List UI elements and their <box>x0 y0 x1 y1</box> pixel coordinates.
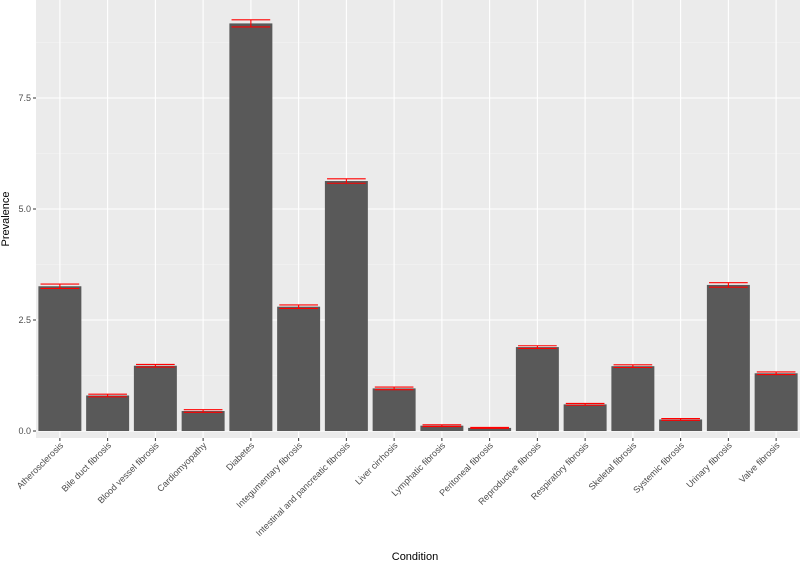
bar <box>563 404 607 431</box>
x-tick-label: Intestinal and pancreatic fibrosis <box>254 440 352 538</box>
bar <box>372 388 416 431</box>
error-bar <box>88 393 127 398</box>
bar <box>181 411 225 431</box>
error-bar <box>40 283 80 290</box>
bar <box>229 23 273 432</box>
error-bar <box>183 409 223 413</box>
bar <box>515 347 559 431</box>
bars <box>38 23 798 432</box>
x-tick-label: Bile duct fibrosis <box>60 440 114 494</box>
bar <box>277 306 321 431</box>
x-tick-label: Valve fibrosis <box>737 440 782 485</box>
x-tick-label: Cardiomyopathy <box>155 440 209 494</box>
error-bar <box>374 386 414 391</box>
error-bars <box>40 19 796 429</box>
error-bar <box>518 345 557 349</box>
bar <box>754 373 798 431</box>
error-bar <box>422 424 462 428</box>
x-tick-label: Liver cirrhosis <box>353 440 400 487</box>
error-bar <box>470 426 509 429</box>
error-bar <box>756 371 796 376</box>
y-tick-label: 7.5 <box>18 93 31 103</box>
error-bar <box>231 19 271 28</box>
bar <box>86 395 130 431</box>
plot-panel <box>36 0 800 438</box>
y-tick-label: 5.0 <box>18 204 31 214</box>
x-axis-title: Condition <box>392 551 438 563</box>
y-tick-label: 2.5 <box>18 315 31 325</box>
y-axis-title: Prevalence <box>0 191 12 246</box>
error-bar <box>565 402 605 406</box>
bar <box>133 365 177 431</box>
bar <box>706 284 750 431</box>
error-bar <box>279 304 318 310</box>
error-bar <box>136 363 175 368</box>
bar <box>324 181 368 431</box>
x-tick-label: Skeletal fibrosis <box>587 440 639 492</box>
x-tick-label: Systemic fibrosis <box>631 440 686 495</box>
bar <box>659 419 703 431</box>
x-tick-label: Urinary fibrosis <box>684 440 734 490</box>
bar <box>420 425 464 431</box>
error-bar <box>327 178 366 184</box>
bar <box>468 427 512 431</box>
y-tick-label: 0.0 <box>18 426 31 436</box>
bar <box>38 286 82 431</box>
error-bar <box>661 418 700 421</box>
x-tick-label: Atherosclerosis <box>15 440 66 491</box>
error-bar <box>613 364 653 369</box>
bar <box>611 366 655 431</box>
x-tick-label: Diabetes <box>224 440 257 473</box>
error-bar <box>709 282 748 288</box>
y-axis: 0.0 2.5 5.0 7.5 <box>18 93 36 436</box>
